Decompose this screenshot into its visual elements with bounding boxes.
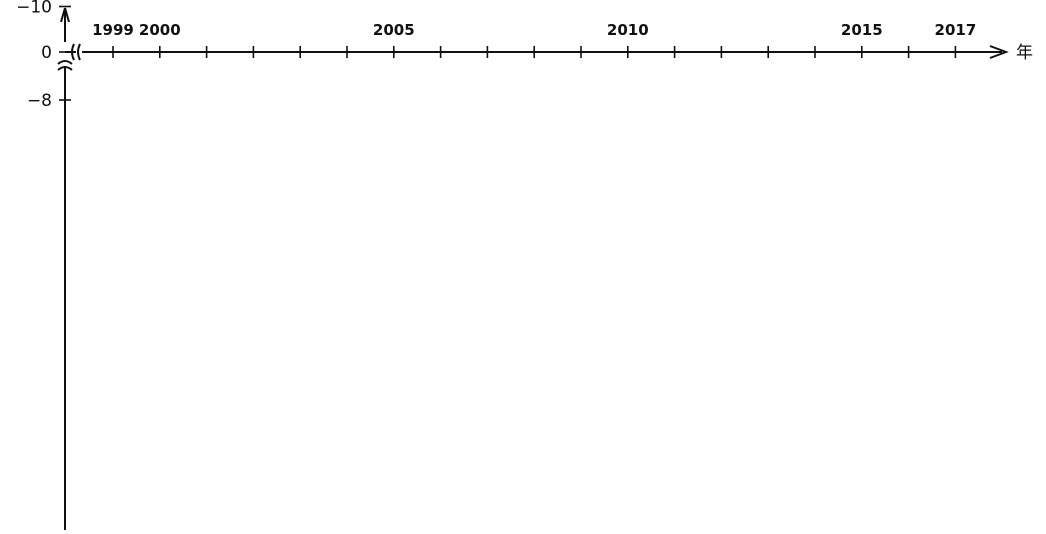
x-tick-label: 2015: [841, 21, 883, 39]
chart-ticks: 1999200020052010201520170−8−10−12−14−16−…: [16, 0, 976, 111]
y-tick-label: 0: [41, 43, 52, 63]
x-axis-arrow: [989, 45, 1009, 59]
x-tick-label: 2017: [935, 21, 977, 39]
x-tick-label: 2005: [373, 21, 415, 39]
x-tick-label: 2000: [139, 21, 181, 39]
x-axis-break-mark: [71, 43, 81, 61]
y-tick-label: −10: [16, 0, 52, 18]
y-axis-break-mark: [57, 60, 73, 71]
x-axis-unit-label: 年: [1016, 43, 1033, 63]
x-tick-label: 1999: [92, 21, 134, 39]
y-axis-arrow: [60, 7, 70, 23]
chart-axes: 年: [57, 7, 1033, 530]
x-tick-label: 2010: [607, 21, 649, 39]
y-tick-label: −8: [27, 91, 52, 111]
